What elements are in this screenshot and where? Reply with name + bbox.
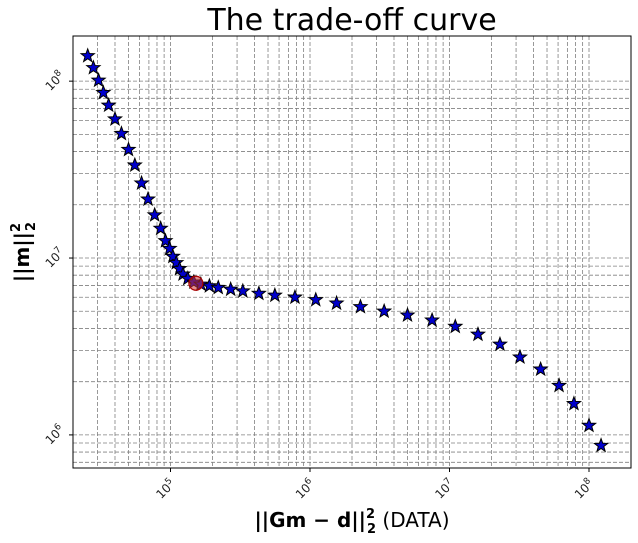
highlighted-corner-point bbox=[188, 275, 204, 291]
data-point-star bbox=[126, 156, 143, 172]
x-axis-label-sub: 2 bbox=[367, 522, 376, 537]
y-axis-label-sub: 2 bbox=[24, 222, 39, 231]
data-point-star bbox=[376, 302, 393, 319]
data-point-star bbox=[565, 395, 582, 411]
data-point-star bbox=[100, 96, 117, 113]
data-point-star bbox=[399, 306, 416, 323]
axis-ticks: 105 106 107 108 106 107 108 bbox=[42, 68, 597, 502]
x-axis-label-exp: 2 bbox=[366, 507, 375, 522]
data-point-star bbox=[133, 174, 150, 191]
data-point-star bbox=[469, 325, 487, 342]
data-point-star bbox=[85, 59, 102, 75]
x-axis-label: ||Gm − d||2 2 (DATA) bbox=[254, 507, 449, 537]
data-point-star bbox=[266, 286, 283, 303]
data-point-star bbox=[491, 335, 509, 352]
x-axis-label-math: ||Gm − d|| bbox=[254, 508, 365, 532]
y-axis-label: ||m||22 bbox=[9, 222, 39, 282]
y-tick-label: 107 bbox=[42, 245, 67, 270]
x-tick-label: 107 bbox=[432, 476, 457, 501]
data-point-star bbox=[210, 279, 227, 295]
data-point-star bbox=[532, 360, 549, 377]
data-point-star bbox=[157, 232, 174, 248]
plot-frame bbox=[72, 35, 632, 469]
data-point-star bbox=[447, 318, 464, 334]
data-point-star bbox=[328, 294, 345, 311]
axes-box bbox=[72, 35, 632, 469]
data-point-star bbox=[95, 84, 112, 100]
x-tick-label: 105 bbox=[153, 476, 178, 501]
data-point-star bbox=[164, 248, 181, 264]
data-point-star bbox=[286, 288, 303, 305]
data-point-star bbox=[79, 47, 96, 63]
data-point-star bbox=[551, 377, 568, 393]
data-point-star bbox=[424, 311, 441, 328]
data-points bbox=[79, 47, 610, 453]
data-point-star bbox=[152, 219, 169, 236]
grid bbox=[72, 36, 632, 468]
y-tick-label: 106 bbox=[42, 422, 68, 448]
x-tick-label: 106 bbox=[292, 476, 318, 502]
data-point-star bbox=[168, 254, 185, 270]
data-point-star bbox=[106, 110, 124, 126]
y-axis-label-exp: 2 bbox=[9, 223, 24, 232]
data-point-star bbox=[307, 291, 324, 307]
data-point-star bbox=[593, 437, 610, 453]
chart-title: The trade-off curve bbox=[206, 3, 496, 38]
data-point-star bbox=[139, 190, 157, 207]
data-point-star bbox=[222, 280, 239, 297]
y-axis-label-math: ||m|| bbox=[10, 232, 34, 282]
data-point-star bbox=[90, 71, 107, 88]
data-point-star bbox=[511, 348, 529, 365]
y-tick-label: 108 bbox=[42, 68, 68, 94]
data-point-star bbox=[113, 125, 130, 141]
data-point-star bbox=[352, 298, 369, 314]
data-point-star bbox=[234, 282, 251, 298]
x-axis-label-suffix: (DATA) bbox=[376, 508, 450, 532]
x-tick-label: 108 bbox=[571, 476, 597, 502]
data-point-star bbox=[201, 277, 218, 293]
data-point-star bbox=[250, 285, 267, 301]
data-point-star bbox=[580, 417, 598, 433]
data-point-star bbox=[146, 206, 163, 222]
data-point-star bbox=[161, 240, 178, 256]
data-point-star bbox=[120, 141, 137, 157]
